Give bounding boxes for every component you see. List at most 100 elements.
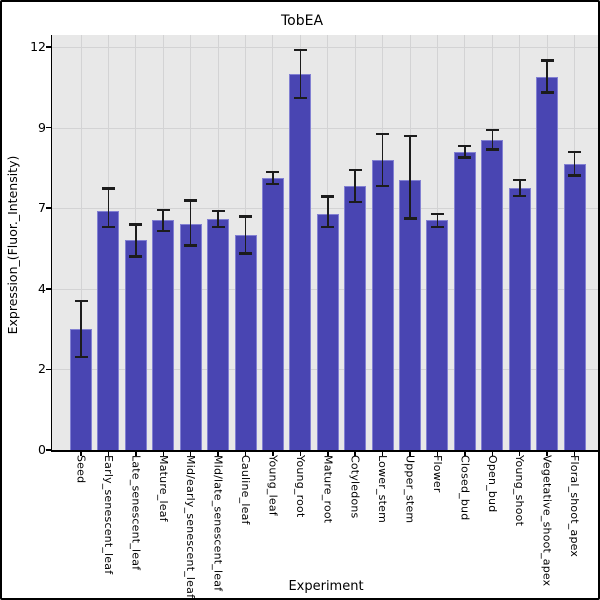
x-tick-label: Mid/late_senescent_leaf <box>211 455 225 592</box>
y-axis-title: Expression_(Fluor._Intensity) <box>5 155 20 335</box>
x-tick-label: Cauline_leaf <box>239 455 253 525</box>
error-bar-line <box>546 60 548 93</box>
error-bar-line <box>491 129 494 150</box>
error-bar-line <box>409 135 411 219</box>
error-bar-cap-bottom <box>430 225 444 228</box>
x-tick-mark <box>217 451 219 456</box>
bar <box>316 213 339 450</box>
error-bar-cap-top <box>266 170 280 174</box>
error-bar-line <box>326 196 329 227</box>
x-tick-mark <box>299 451 302 456</box>
x-tick-label: Young_leaf <box>266 455 280 516</box>
bar <box>563 163 586 450</box>
x-tick-mark <box>272 451 274 456</box>
x-tick-mark <box>135 451 137 456</box>
x-tick-label: Young_shoot <box>513 455 527 527</box>
x-tick-label: Late_senescent_leaf <box>129 455 143 571</box>
x-tick-mark <box>354 451 356 456</box>
plot-area <box>52 35 598 450</box>
y-tick-label: 0 <box>38 442 46 457</box>
x-tick-mark <box>464 451 466 456</box>
x-tick-mark <box>436 451 439 456</box>
x-tick-label: Early_senescent_leaf <box>101 455 115 575</box>
y-tick-label: 7 <box>38 200 46 216</box>
y-tick-mark <box>46 368 51 371</box>
x-tick-mark <box>107 451 110 456</box>
x-axis-title: Experiment <box>288 579 364 594</box>
error-bar-cap-top <box>403 134 417 138</box>
x-tick-mark <box>327 451 329 456</box>
error-bar-cap-top <box>129 223 143 226</box>
error-bar-line <box>354 169 356 203</box>
bar <box>481 139 504 450</box>
error-bar-cap-bottom <box>540 91 554 94</box>
bar <box>508 188 531 450</box>
bar <box>344 186 367 450</box>
error-bar-cap-top <box>348 168 362 172</box>
y-tick-label: 9 <box>38 119 46 135</box>
error-bar-cap-bottom <box>458 156 472 159</box>
x-tick-mark <box>381 451 384 456</box>
error-bar-line <box>107 188 110 227</box>
x-tick-label: Mature_root <box>321 455 335 524</box>
error-bar-line <box>80 300 82 358</box>
error-bar-cap-top <box>101 187 115 190</box>
error-bar-cap-top <box>540 59 554 62</box>
x-tick-label: Seed <box>74 455 88 484</box>
x-tick-mark <box>491 451 494 456</box>
bar <box>426 220 449 450</box>
error-bar-line <box>244 216 247 254</box>
x-tick-label: Cotyledons <box>348 455 362 519</box>
error-bar-cap-bottom <box>403 217 417 220</box>
bar <box>207 218 230 450</box>
error-bar-line <box>135 224 137 257</box>
error-bar-cap-top <box>321 195 335 198</box>
x-tick-label: Vegetative_shoot_apex <box>540 455 554 587</box>
bar <box>453 151 476 450</box>
error-bar-line <box>464 145 466 158</box>
error-bar-cap-top <box>485 128 499 132</box>
x-tick-mark <box>546 451 548 456</box>
x-tick-label: Lower_stem <box>376 455 390 523</box>
bar <box>371 159 394 450</box>
error-bar-cap-top <box>74 299 88 303</box>
bar <box>97 210 120 450</box>
vertical-gridline <box>80 35 82 450</box>
bar <box>261 177 284 450</box>
error-bar-cap-bottom <box>184 244 198 247</box>
error-bar-cap-top <box>293 48 307 52</box>
horizontal-gridline <box>52 47 598 48</box>
x-tick-mark <box>409 451 411 456</box>
error-bar-cap-bottom <box>513 194 527 198</box>
error-bar-cap-bottom <box>239 252 253 255</box>
bar <box>289 73 312 450</box>
error-bar-cap-bottom <box>211 225 225 228</box>
error-bar-cap-bottom <box>485 148 499 151</box>
x-tick-label: Open_bud <box>485 455 499 513</box>
error-bar-cap-bottom <box>101 225 115 228</box>
y-tick-label: 4 <box>38 280 46 296</box>
x-tick-mark <box>162 451 164 456</box>
error-bar-cap-top <box>156 208 170 212</box>
y-tick-label: 2 <box>38 361 46 377</box>
error-bar-line <box>189 200 192 246</box>
x-axis-line <box>50 450 598 452</box>
error-bar-line <box>573 151 576 176</box>
error-bar-cap-bottom <box>74 355 88 359</box>
y-tick-mark <box>46 449 51 451</box>
error-bar-cap-bottom <box>293 96 307 100</box>
x-tick-label: Mid/early_senescent_leaf <box>184 455 198 599</box>
x-tick-mark <box>518 451 521 456</box>
error-bar-cap-bottom <box>129 255 143 258</box>
x-tick-label: Upper_stem <box>403 455 417 524</box>
error-bar-cap-bottom <box>348 200 362 204</box>
error-bar-cap-top <box>376 132 390 136</box>
x-tick-label: Flower <box>430 455 444 493</box>
error-bar-line <box>162 209 165 232</box>
error-bar-cap-top <box>568 150 582 154</box>
bar <box>536 76 559 450</box>
x-tick-label: Young_root <box>293 455 307 518</box>
bar <box>234 235 257 450</box>
error-bar-line <box>217 210 219 227</box>
